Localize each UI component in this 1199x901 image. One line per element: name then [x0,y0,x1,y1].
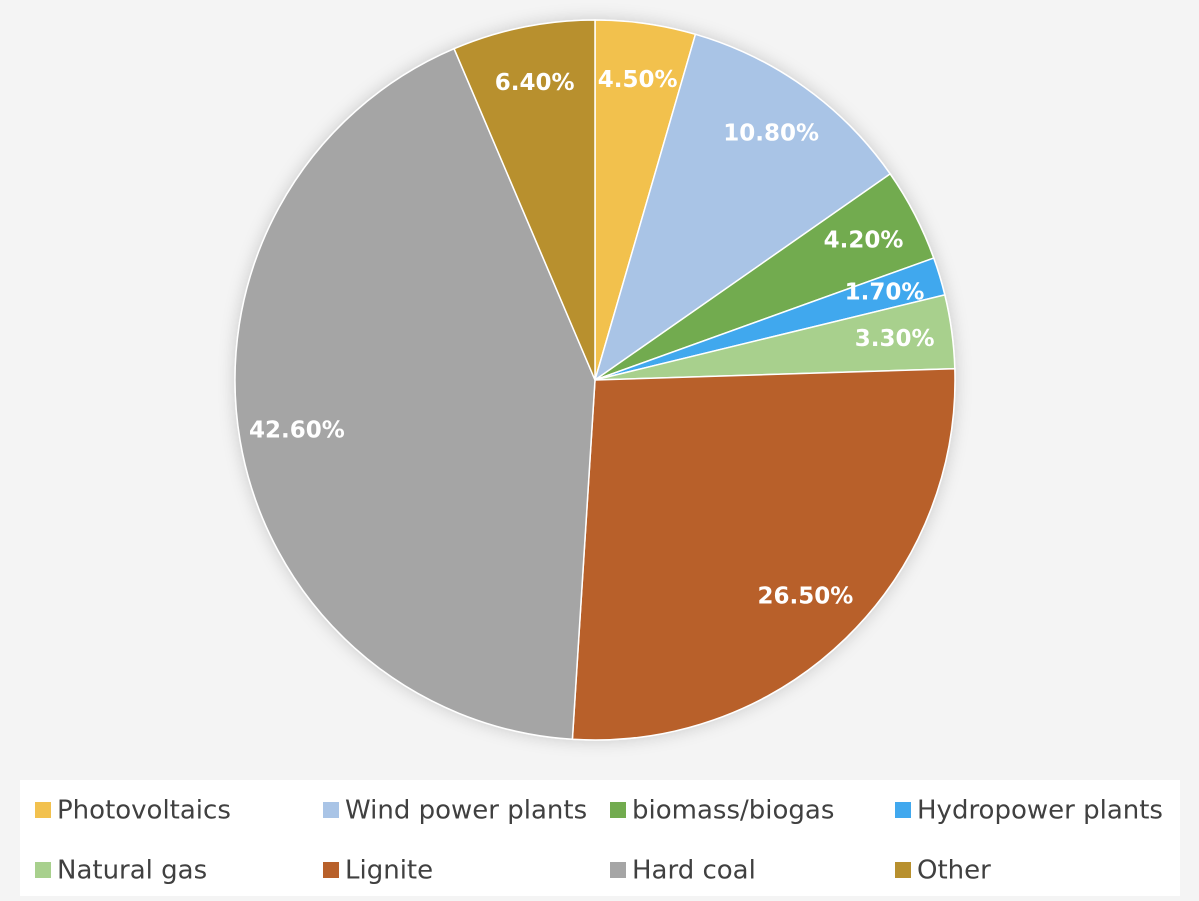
value-label: 10.80% [723,121,819,147]
legend-label: Other [917,856,991,886]
legend-swatch [895,862,911,878]
legend-label: Photovoltaics [57,796,231,826]
pie-slice [234,47,596,741]
legend-label: biomass/biogas [632,796,834,826]
pie-slice [593,33,892,382]
value-label: 4.20% [824,228,904,254]
legend-label: Lignite [345,856,433,886]
legend-box [20,780,1180,896]
legend-label: Hydropower plants [917,796,1163,826]
pie [234,19,956,741]
legend-swatch [35,802,51,818]
legend-swatch [35,862,51,878]
legend-swatch [610,862,626,878]
value-label: 42.60% [249,418,345,444]
pie-slice [571,367,956,741]
legend-swatch [323,802,339,818]
legend-label: Wind power plants [345,796,587,826]
value-label: 1.70% [845,279,925,305]
value-label: 3.30% [855,326,935,352]
value-label: 6.40% [495,70,575,96]
legend-swatch [895,802,911,818]
pie-slice [453,19,596,381]
value-label: 4.50% [598,67,678,93]
value-label: 26.50% [758,584,854,610]
legend-label: Hard coal [632,856,756,886]
legend-swatch [610,802,626,818]
legend-label: Natural gas [57,856,207,886]
legend-swatch [323,862,339,878]
